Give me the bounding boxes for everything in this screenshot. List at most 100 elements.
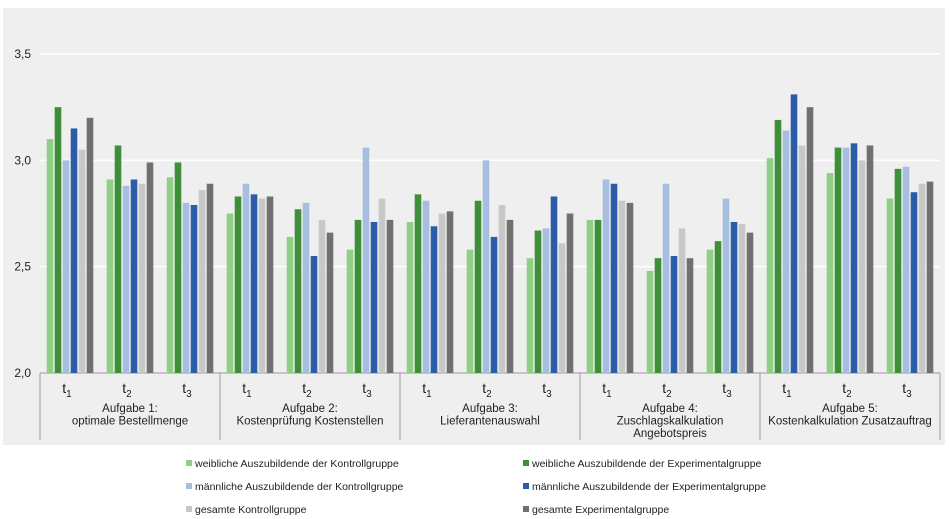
group-label: Angebotspreis bbox=[633, 428, 707, 440]
legend-swatch bbox=[523, 506, 529, 512]
group-label: Aufgabe 1: bbox=[102, 403, 158, 415]
bar bbox=[370, 222, 378, 373]
bar bbox=[534, 230, 542, 373]
gridlines bbox=[40, 53, 940, 374]
time-tick-label: t1 bbox=[782, 380, 792, 400]
bar bbox=[46, 139, 54, 373]
bar bbox=[678, 228, 686, 373]
bar bbox=[386, 219, 394, 373]
bar bbox=[902, 166, 910, 373]
bar bbox=[842, 147, 850, 373]
time-tick-label: t2 bbox=[482, 380, 492, 400]
bar bbox=[122, 185, 130, 373]
bar bbox=[706, 249, 714, 373]
bar bbox=[738, 224, 746, 373]
time-tick-label: t3 bbox=[542, 380, 552, 400]
bar bbox=[618, 200, 626, 373]
bar bbox=[670, 256, 678, 373]
bar bbox=[886, 198, 894, 373]
bar bbox=[782, 130, 790, 373]
bars bbox=[46, 94, 934, 374]
legend-swatch bbox=[186, 483, 192, 489]
bar bbox=[850, 143, 858, 373]
y-tick-label: 2,0 bbox=[14, 366, 31, 380]
bar bbox=[834, 147, 842, 373]
legend-label: gesamte Experimentalgruppe bbox=[532, 504, 669, 516]
group-label: Aufgabe 4: bbox=[642, 403, 698, 415]
y-tick-label: 3,5 bbox=[14, 47, 31, 61]
time-tick-label: t3 bbox=[182, 380, 192, 400]
group-label: Aufgabe 2: bbox=[282, 403, 338, 415]
legend-label: männliche Auszubildende der Experimental… bbox=[532, 481, 766, 493]
bar bbox=[78, 149, 86, 373]
bar bbox=[294, 209, 302, 373]
bar bbox=[894, 168, 902, 373]
bar bbox=[206, 183, 214, 373]
bar bbox=[910, 192, 918, 373]
bar bbox=[258, 198, 266, 373]
bar bbox=[542, 228, 550, 373]
legend: weibliche Auszubildende der Kontrollgrup… bbox=[186, 458, 766, 516]
bar bbox=[182, 202, 190, 373]
bar bbox=[138, 183, 146, 373]
bar bbox=[790, 94, 798, 373]
time-tick-label: t3 bbox=[362, 380, 372, 400]
y-tick-label: 3,0 bbox=[14, 153, 31, 167]
bar bbox=[918, 183, 926, 373]
group-label: Kostenkalkulation Zusatzauftrag bbox=[768, 416, 932, 428]
bar bbox=[806, 107, 814, 374]
time-tick-label: t1 bbox=[422, 380, 432, 400]
group-label: Aufgabe 3: bbox=[462, 403, 518, 415]
bar bbox=[354, 219, 362, 373]
bar bbox=[130, 179, 138, 373]
bar bbox=[378, 198, 386, 373]
bar bbox=[826, 173, 834, 373]
bar bbox=[114, 145, 122, 373]
bar bbox=[242, 183, 250, 373]
bar bbox=[714, 241, 722, 373]
bar bbox=[310, 256, 318, 373]
bar bbox=[866, 145, 874, 373]
bar bbox=[286, 236, 294, 373]
group-label: optimale Bestellmenge bbox=[72, 416, 188, 428]
y-axis: 2,0 2,5 3,0 3,5 bbox=[14, 47, 31, 380]
bar bbox=[62, 160, 70, 373]
time-tick-label: t1 bbox=[602, 380, 612, 400]
bar bbox=[798, 145, 806, 373]
legend-label: weibliche Auszubildende der Experimental… bbox=[531, 458, 762, 470]
bar bbox=[474, 200, 482, 373]
legend-swatch bbox=[186, 506, 192, 512]
bar bbox=[774, 119, 782, 374]
bar bbox=[746, 232, 754, 373]
bar bbox=[106, 179, 114, 373]
time-tick-label: t3 bbox=[722, 380, 732, 400]
legend-swatch bbox=[523, 483, 529, 489]
bar bbox=[422, 200, 430, 373]
bar bbox=[722, 198, 730, 373]
bar bbox=[506, 219, 514, 373]
bar bbox=[654, 258, 662, 373]
bar bbox=[190, 204, 198, 373]
bar bbox=[414, 194, 422, 373]
x-axis: t1 t2 t3 Aufgabe 1:optimale Bestellmenge t1 t… bbox=[39, 373, 941, 440]
y-tick-label: 2,5 bbox=[14, 260, 31, 274]
bar bbox=[482, 160, 490, 373]
group-label: Lieferantenauswahl bbox=[440, 416, 540, 428]
time-tick-label: t1 bbox=[242, 380, 252, 400]
bar bbox=[346, 249, 354, 373]
group-label: Zuschlagskalkulation bbox=[617, 416, 724, 428]
bar bbox=[362, 147, 370, 373]
group-label: Kostenprüfung Kostenstellen bbox=[236, 416, 383, 428]
bar bbox=[490, 236, 498, 373]
bar bbox=[430, 226, 438, 373]
bar bbox=[86, 117, 94, 373]
bar bbox=[70, 128, 78, 373]
legend-label: männliche Auszubildende der Kontrollgrup… bbox=[195, 481, 404, 493]
bar bbox=[610, 183, 618, 373]
bar bbox=[602, 179, 610, 373]
legend-swatch bbox=[523, 460, 529, 466]
bar bbox=[526, 258, 534, 373]
bar bbox=[226, 213, 234, 373]
bar bbox=[438, 213, 446, 373]
